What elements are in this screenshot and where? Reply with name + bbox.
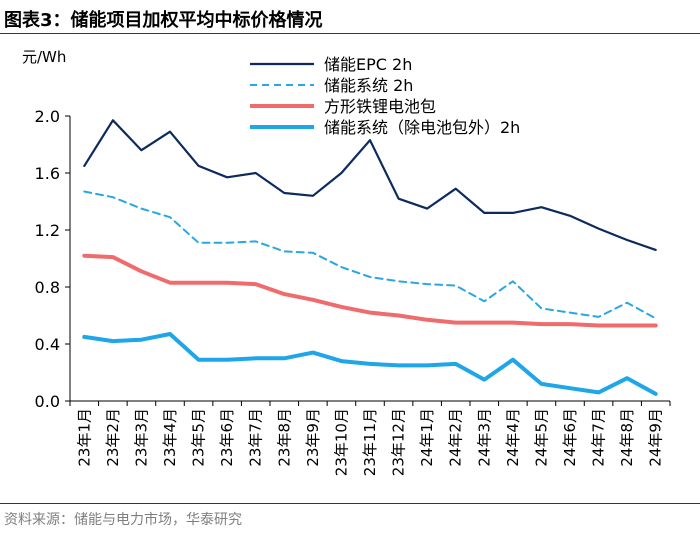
x-tick-label: 23年5月 (190, 408, 208, 467)
x-tick-label: 23年9月 (304, 408, 322, 467)
x-tick-label: 24年5月 (532, 408, 550, 467)
x-tick-label: 23年7月 (247, 408, 265, 467)
y-tick-label: 0.8 (35, 278, 60, 297)
x-tick-label: 24年3月 (475, 408, 493, 467)
x-tick-label: 23年4月 (161, 408, 179, 467)
series-line-1 (83, 190, 657, 320)
x-tick-label: 24年9月 (647, 408, 665, 467)
title-divider (0, 33, 700, 34)
axes (69, 116, 670, 402)
x-tick-label: 23年10月 (332, 408, 350, 476)
legend-label-1: 储能系统 2h (324, 76, 413, 95)
x-tick-label: 24年1月 (418, 408, 436, 467)
source-note: 资料来源：储能与电力市场，华泰研究 (4, 512, 242, 528)
title-bar: 图表3：储能项目加权平均中标价格情况 (0, 0, 700, 34)
y-axis-label: 元/Wh (22, 48, 66, 66)
x-tick-label: 23年6月 (218, 408, 236, 467)
y-tick-label: 0.4 (35, 335, 60, 354)
footer-divider (0, 503, 700, 504)
x-tick-label: 24年6月 (561, 408, 579, 467)
y-tick-label: 2.0 (35, 107, 60, 126)
y-tick-label: 0.0 (35, 392, 60, 411)
series-layer (82, 119, 658, 396)
x-tick-label: 23年2月 (104, 408, 122, 467)
series-line-0 (83, 119, 657, 251)
y-tick-label: 1.6 (35, 164, 60, 183)
chart-title: 图表3：储能项目加权平均中标价格情况 (4, 10, 323, 31)
x-tick-label: 23年12月 (390, 408, 408, 476)
y-tick-label: 1.2 (35, 221, 60, 240)
x-tick-label: 23年3月 (132, 408, 150, 467)
x-tick-label: 24年4月 (504, 408, 522, 467)
series-line-3 (82, 332, 658, 396)
legend-label-3: 储能系统（除电池包外）2h (324, 118, 520, 137)
x-tick-label: 24年2月 (447, 408, 465, 467)
legend-label-2: 方形铁锂电池包 (324, 97, 436, 116)
x-tick-label: 24年8月 (618, 408, 636, 467)
legend-label-0: 储能EPC 2h (324, 55, 412, 74)
x-tick-label: 23年1月 (75, 408, 93, 467)
x-tick-label: 23年8月 (275, 408, 293, 467)
x-tick-label: 23年11月 (361, 408, 379, 476)
axis-ticks: 0.0 0.4 0.8 1.2 1.6 2.0 23年1月 23年2月 23年3月 23年4月 23… (35, 107, 671, 476)
x-tick-label: 24年7月 (590, 408, 608, 467)
series-line-2 (82, 253, 658, 328)
